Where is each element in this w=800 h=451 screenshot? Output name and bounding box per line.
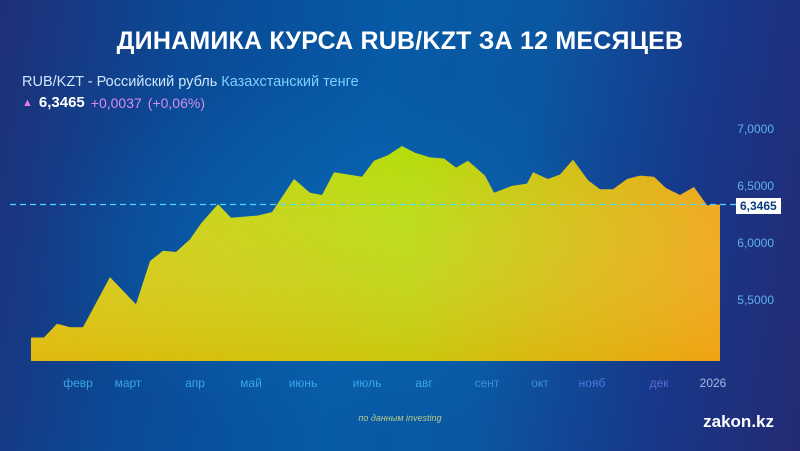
x-tick-label: март [114,376,142,390]
x-tick-label: июль [352,376,382,390]
x-tick-label: окт [531,376,549,390]
y-tick-label: 7,0000 [737,122,774,136]
y-tick-label: 6,5000 [737,179,774,193]
x-tick-label: сент [474,376,500,390]
up-arrow-icon: ▲ [22,96,33,109]
pair-subtitle: RUB/KZT - Российский рубль Казахстанский… [22,74,359,90]
x-tick-label: нояб [578,376,606,390]
page-title: ДИНАМИКА КУРСА RUB/KZT ЗА 12 МЕСЯЦЕВ [116,27,684,55]
x-tick-label: февр [63,376,93,390]
source-note: по данным investing [358,413,442,423]
pair-quote-currency: Казахстанский тенге [221,74,359,90]
quote-row: ▲ 6,3465 +0,0037 (+0,06%) [22,94,205,111]
current-price-tag: 6,3465 [736,198,781,214]
x-tick-label: июнь [288,376,318,390]
area-shading [31,146,720,361]
x-tick-label: дек [649,376,669,390]
y-tick-label: 5,5000 [737,293,774,307]
price-change-percent: (+0,06%) [147,94,205,111]
pair-name: RUB/KZT - Российский рубль [22,74,218,90]
x-tick-label: апр [185,376,205,390]
x-tick-label: авг [415,376,433,390]
brand-logo: zakon.kz [703,412,774,431]
x-tick-label: 2026 [699,376,727,390]
y-tick-label: 6,0000 [737,236,774,250]
price-change: +0,0037 [90,94,142,111]
x-tick-label: май [240,376,262,390]
current-price: 6,3465 [38,94,85,111]
